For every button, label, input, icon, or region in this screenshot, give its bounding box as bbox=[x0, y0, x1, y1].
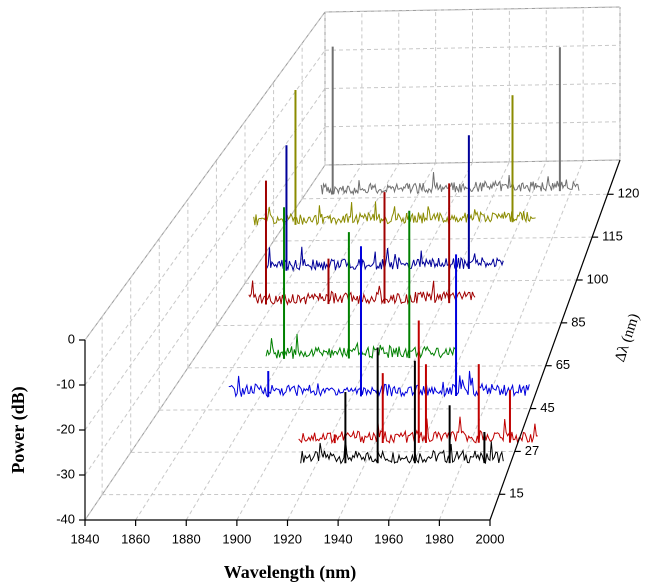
z-tick-label: 115 bbox=[602, 229, 623, 244]
grid-line bbox=[324, 6, 621, 13]
x-tick-label: 1900 bbox=[222, 531, 251, 546]
noise-floor bbox=[300, 438, 504, 465]
y-tick-label: 0 bbox=[68, 331, 75, 346]
x-tick-label: 1920 bbox=[273, 531, 302, 546]
z-tick-label: 65 bbox=[556, 357, 570, 372]
grid-line bbox=[244, 279, 577, 284]
x-tick-label: 1980 bbox=[425, 531, 454, 546]
noise-floor bbox=[253, 201, 536, 226]
z-axis bbox=[489, 159, 621, 521]
x-tick-label: 1840 bbox=[71, 531, 100, 546]
z-tick-label: 100 bbox=[587, 271, 609, 286]
y-tick-label: -20 bbox=[56, 421, 75, 436]
z-tick-label: 27 bbox=[525, 443, 539, 458]
z-tick-label: 120 bbox=[618, 186, 640, 201]
grid-line bbox=[130, 450, 515, 453]
z-axis-title: Δλ (nm) bbox=[612, 312, 643, 364]
grid-line bbox=[302, 193, 608, 200]
x-tick-label: 2000 bbox=[476, 531, 505, 546]
grid-line bbox=[324, 83, 621, 89]
y-tick-label: -40 bbox=[56, 511, 75, 526]
grid-line bbox=[135, 164, 363, 521]
grid-line bbox=[187, 365, 546, 369]
y-tick-label: -10 bbox=[56, 376, 75, 391]
grid-line bbox=[236, 162, 437, 521]
x-tick-label: 1880 bbox=[172, 531, 201, 546]
grid-line bbox=[84, 88, 326, 431]
grid-line bbox=[84, 11, 326, 341]
grid-line bbox=[84, 49, 326, 386]
grid-line bbox=[438, 160, 584, 521]
x-axis-title: Wavelength (nm) bbox=[224, 562, 357, 583]
z-tick-label: 15 bbox=[509, 486, 523, 501]
x-tick-label: 1960 bbox=[374, 531, 403, 546]
y-tick-label: -30 bbox=[56, 466, 75, 481]
grid-line bbox=[216, 322, 562, 327]
x-tick-label: 1860 bbox=[121, 531, 150, 546]
y-axis-title: Power (dB) bbox=[8, 386, 29, 473]
z-tick-label: 45 bbox=[540, 400, 554, 415]
grid-line bbox=[84, 126, 326, 476]
x-tick-label: 1940 bbox=[324, 531, 353, 546]
z-tick-label: 85 bbox=[571, 314, 585, 329]
grid-line bbox=[185, 163, 400, 521]
grid-line bbox=[337, 161, 510, 521]
noise-floor bbox=[228, 370, 530, 398]
